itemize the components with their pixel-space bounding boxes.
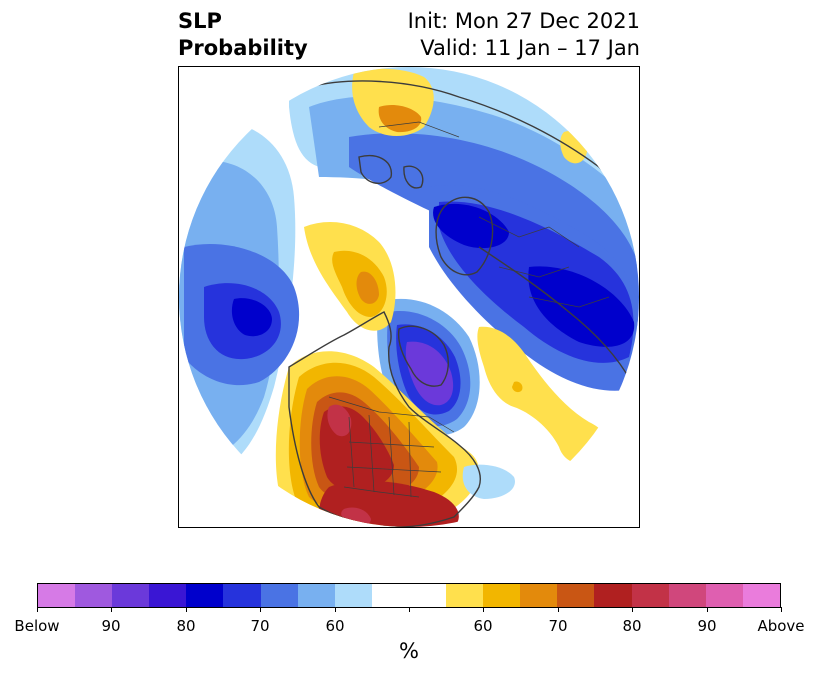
colorbar-segment [557, 584, 595, 607]
us-canada-border [328, 396, 455, 433]
colorbar-tick [483, 607, 484, 612]
colorbar-tick-label: 90 [101, 617, 121, 635]
below-95-region-pacific [231, 298, 272, 337]
colorbar-segment [668, 584, 706, 607]
colorbar [37, 583, 781, 608]
above-70-region-atlantic [512, 381, 523, 393]
colorbar-segment [223, 584, 261, 607]
colorbar-segment [408, 584, 447, 607]
colorbar-segment [334, 584, 372, 607]
colorbar-tick-label: Below [14, 617, 60, 635]
colorbar-tick [260, 607, 261, 612]
colorbar-segment [705, 584, 743, 607]
product-label: Probability [178, 36, 308, 60]
title-right: Init: Mon 27 Dec 2021 Valid: 11 Jan – 17… [408, 8, 640, 62]
colorbar-segment [260, 584, 298, 607]
colorbar-ticks [37, 607, 782, 615]
colorbar-unit-label: % [399, 639, 419, 663]
colorbar-segment [483, 584, 521, 607]
colorbar-tick-label: 90 [697, 617, 717, 635]
colorbar-tick-label: Above [757, 617, 805, 635]
colorbar-tick [111, 607, 112, 612]
colorbar-tick [335, 607, 336, 612]
hudson-bay-outline [397, 325, 449, 387]
above-70-region-siberia [378, 105, 422, 133]
colorbar-tick-label: 70 [250, 617, 270, 635]
below-60-region-north-atlantic [462, 464, 515, 499]
below-95-region-canada [405, 341, 454, 406]
colorbar-tick-label: 80 [176, 617, 196, 635]
colorbar-tick [37, 607, 38, 612]
colorbar-segment [38, 584, 76, 607]
colorbar-segment [631, 584, 669, 607]
above-95-region-west-coast [327, 404, 352, 437]
variable-label: SLP [178, 9, 222, 33]
above-80-region-alaska [356, 271, 379, 304]
colorbar-segment [520, 584, 558, 607]
colorbar-segment [446, 584, 484, 607]
colorbar-tick [558, 607, 559, 612]
colorbar-tick [632, 607, 633, 612]
political-borders [328, 121, 610, 498]
colorbar-segment [742, 584, 780, 607]
map-panel [178, 66, 640, 528]
colorbar-segment [186, 584, 224, 607]
above-60-region-atlantic [477, 326, 610, 464]
colorbar-tick [707, 607, 708, 612]
colorbar-tick-label: 60 [325, 617, 345, 635]
arctic-islands-outline [358, 155, 424, 189]
colorbar-segment [297, 584, 335, 607]
valid-range-label: Valid: 11 Jan – 17 Jan [420, 36, 640, 60]
colorbar-segment [371, 584, 409, 607]
colorbar-tick-label: 80 [622, 617, 642, 635]
colorbar-segment [149, 584, 187, 607]
colorbar-tick-label: 70 [548, 617, 568, 635]
colorbar-tick [186, 607, 187, 612]
colorbar-segment [594, 584, 632, 607]
colorbar-segment [75, 584, 113, 607]
probability-map [179, 67, 639, 527]
country-borders-eurasia [378, 121, 610, 308]
colorbar-tick-center [409, 607, 410, 612]
state-borders [346, 414, 442, 498]
init-date-label: Init: Mon 27 Dec 2021 [407, 9, 640, 33]
us-mexico-border [343, 486, 420, 498]
colorbar-tick [781, 607, 782, 612]
title-left: SLP Probability [178, 8, 308, 62]
colorbar-tick-label: 60 [473, 617, 493, 635]
colorbar-segment [112, 584, 150, 607]
greenland-outline [435, 196, 494, 276]
